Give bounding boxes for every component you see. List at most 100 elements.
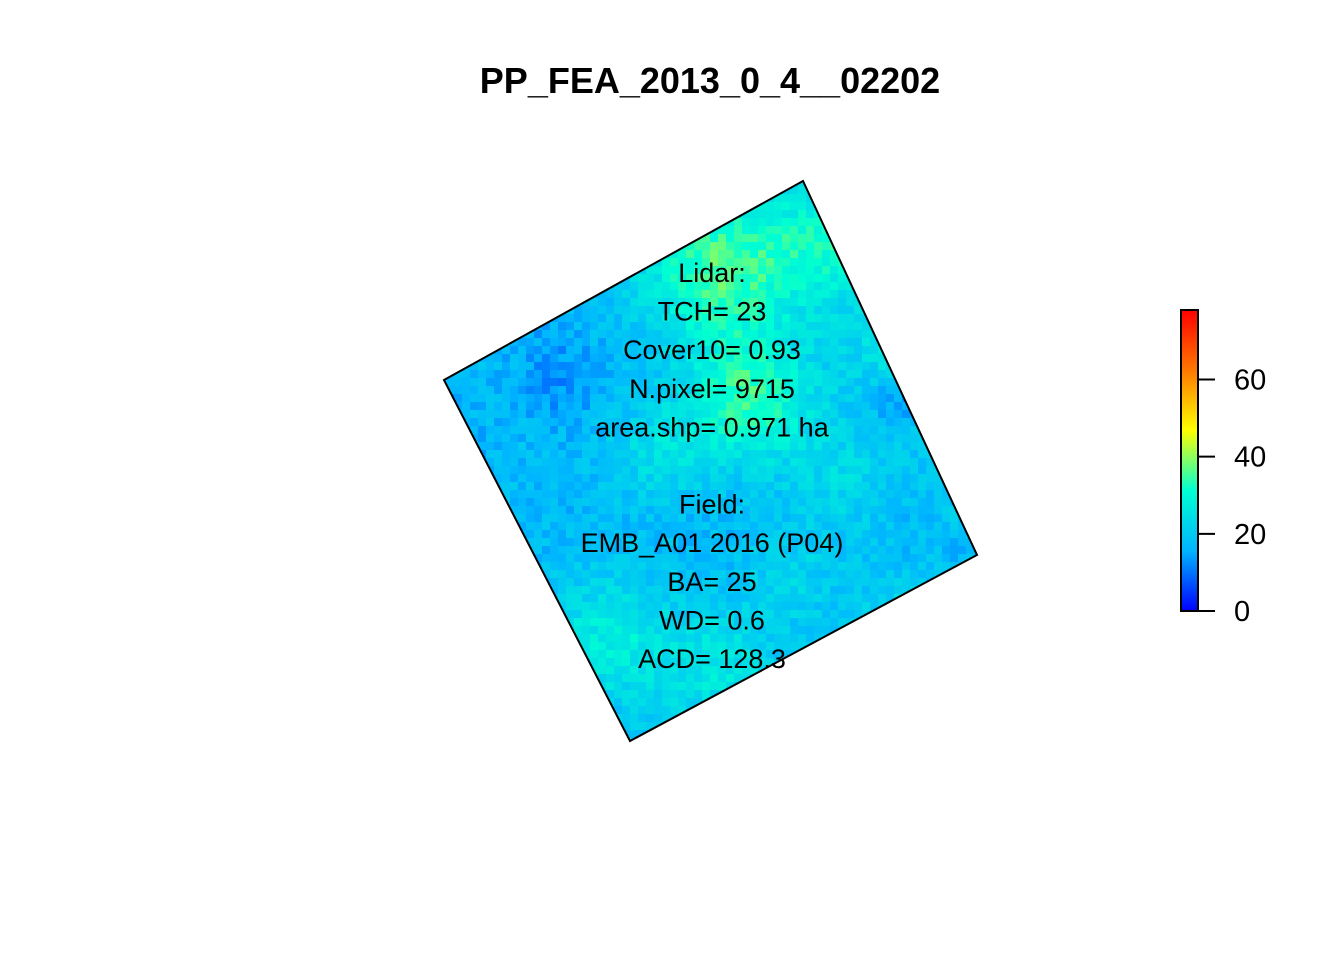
- raster-cell: [950, 610, 959, 619]
- raster-cell: [614, 298, 623, 307]
- raster-cell: [534, 506, 543, 515]
- raster-cell: [790, 530, 799, 539]
- raster-cell: [934, 202, 943, 211]
- raster-cell: [918, 250, 927, 259]
- raster-cell: [670, 666, 679, 675]
- raster-cell: [910, 322, 919, 331]
- raster-cell: [702, 282, 711, 291]
- raster-cell: [766, 450, 775, 459]
- raster-cell: [982, 730, 991, 739]
- raster-cell: [510, 266, 519, 275]
- raster-cell: [606, 194, 615, 203]
- raster-cell: [902, 258, 911, 267]
- raster-cell: [662, 346, 671, 355]
- raster-cell: [454, 466, 463, 475]
- raster-cell: [918, 618, 927, 627]
- raster-cell: [910, 226, 919, 235]
- raster-cell: [534, 402, 543, 411]
- raster-cell: [574, 738, 583, 741]
- raster-cell: [470, 386, 479, 395]
- raster-cell: [550, 274, 559, 283]
- raster-cell: [742, 586, 751, 595]
- raster-cell: [718, 602, 727, 611]
- raster-cell: [798, 234, 807, 243]
- raster-cell: [846, 634, 855, 643]
- raster-cell: [974, 362, 977, 371]
- raster-cell: [734, 242, 743, 251]
- raster-cell: [710, 634, 719, 643]
- raster-cell: [974, 730, 977, 739]
- raster-cell: [614, 682, 623, 691]
- raster-cell: [974, 594, 977, 603]
- raster-cell: [838, 330, 847, 339]
- raster-cell: [526, 642, 535, 651]
- raster-cell: [598, 626, 607, 635]
- raster-cell: [462, 226, 471, 235]
- raster-cell: [622, 650, 631, 659]
- raster-cell: [814, 338, 823, 347]
- raster-cell: [910, 706, 919, 715]
- raster-cell: [702, 378, 711, 387]
- raster-cell: [726, 354, 735, 363]
- raster-cell: [766, 682, 775, 691]
- raster-cell: [694, 506, 703, 515]
- raster-cell: [950, 442, 959, 451]
- raster-cell: [750, 690, 759, 699]
- raster-cell: [542, 322, 551, 331]
- raster-cell: [622, 354, 631, 363]
- raster-cell: [430, 562, 439, 571]
- raster-cell: [478, 226, 487, 235]
- raster-cell: [958, 274, 967, 283]
- raster-cell: [606, 418, 615, 427]
- raster-cell: [910, 722, 919, 731]
- raster-cell: [870, 282, 879, 291]
- raster-cell: [966, 322, 975, 331]
- raster-cell: [982, 314, 991, 323]
- raster-cell: [478, 394, 487, 403]
- raster-cell: [966, 570, 975, 579]
- raster-cell: [806, 298, 815, 307]
- raster-cell: [454, 546, 463, 555]
- raster-cell: [958, 546, 967, 555]
- raster-cell: [622, 338, 631, 347]
- raster-cell: [526, 402, 535, 411]
- raster-cell: [894, 266, 903, 275]
- raster-cell: [822, 410, 831, 419]
- raster-cell: [646, 554, 655, 563]
- raster-cell: [750, 290, 759, 299]
- raster-cell: [638, 250, 647, 259]
- raster-cell: [902, 538, 911, 547]
- raster-cell: [574, 602, 583, 611]
- raster-cell: [958, 682, 967, 691]
- raster-cell: [758, 634, 767, 643]
- raster-cell: [614, 186, 623, 195]
- raster-cell: [742, 410, 751, 419]
- raster-cell: [774, 538, 783, 547]
- raster-cell: [710, 362, 719, 371]
- raster-cell: [750, 722, 759, 731]
- raster-cell: [918, 210, 927, 219]
- raster-cell: [526, 266, 535, 275]
- raster-cell: [550, 626, 559, 635]
- raster-cell: [758, 554, 767, 563]
- raster-cell: [662, 450, 671, 459]
- raster-cell: [854, 666, 863, 675]
- raster-cell: [782, 530, 791, 539]
- raster-cell: [494, 298, 503, 307]
- raster-cell: [478, 194, 487, 203]
- raster-cell: [462, 546, 471, 555]
- raster-cell: [550, 634, 559, 643]
- raster-cell: [798, 170, 807, 179]
- raster-cell: [846, 181, 855, 187]
- raster-cell: [590, 538, 599, 547]
- raster-cell: [830, 306, 839, 315]
- raster-cell: [526, 666, 535, 675]
- raster-cell: [550, 194, 559, 203]
- raster-cell: [662, 170, 671, 179]
- raster-cell: [774, 682, 783, 691]
- raster-cell: [654, 570, 663, 579]
- raster-cell: [446, 298, 455, 307]
- raster-cell: [886, 322, 895, 331]
- raster-cell: [694, 242, 703, 251]
- raster-cell: [870, 274, 879, 283]
